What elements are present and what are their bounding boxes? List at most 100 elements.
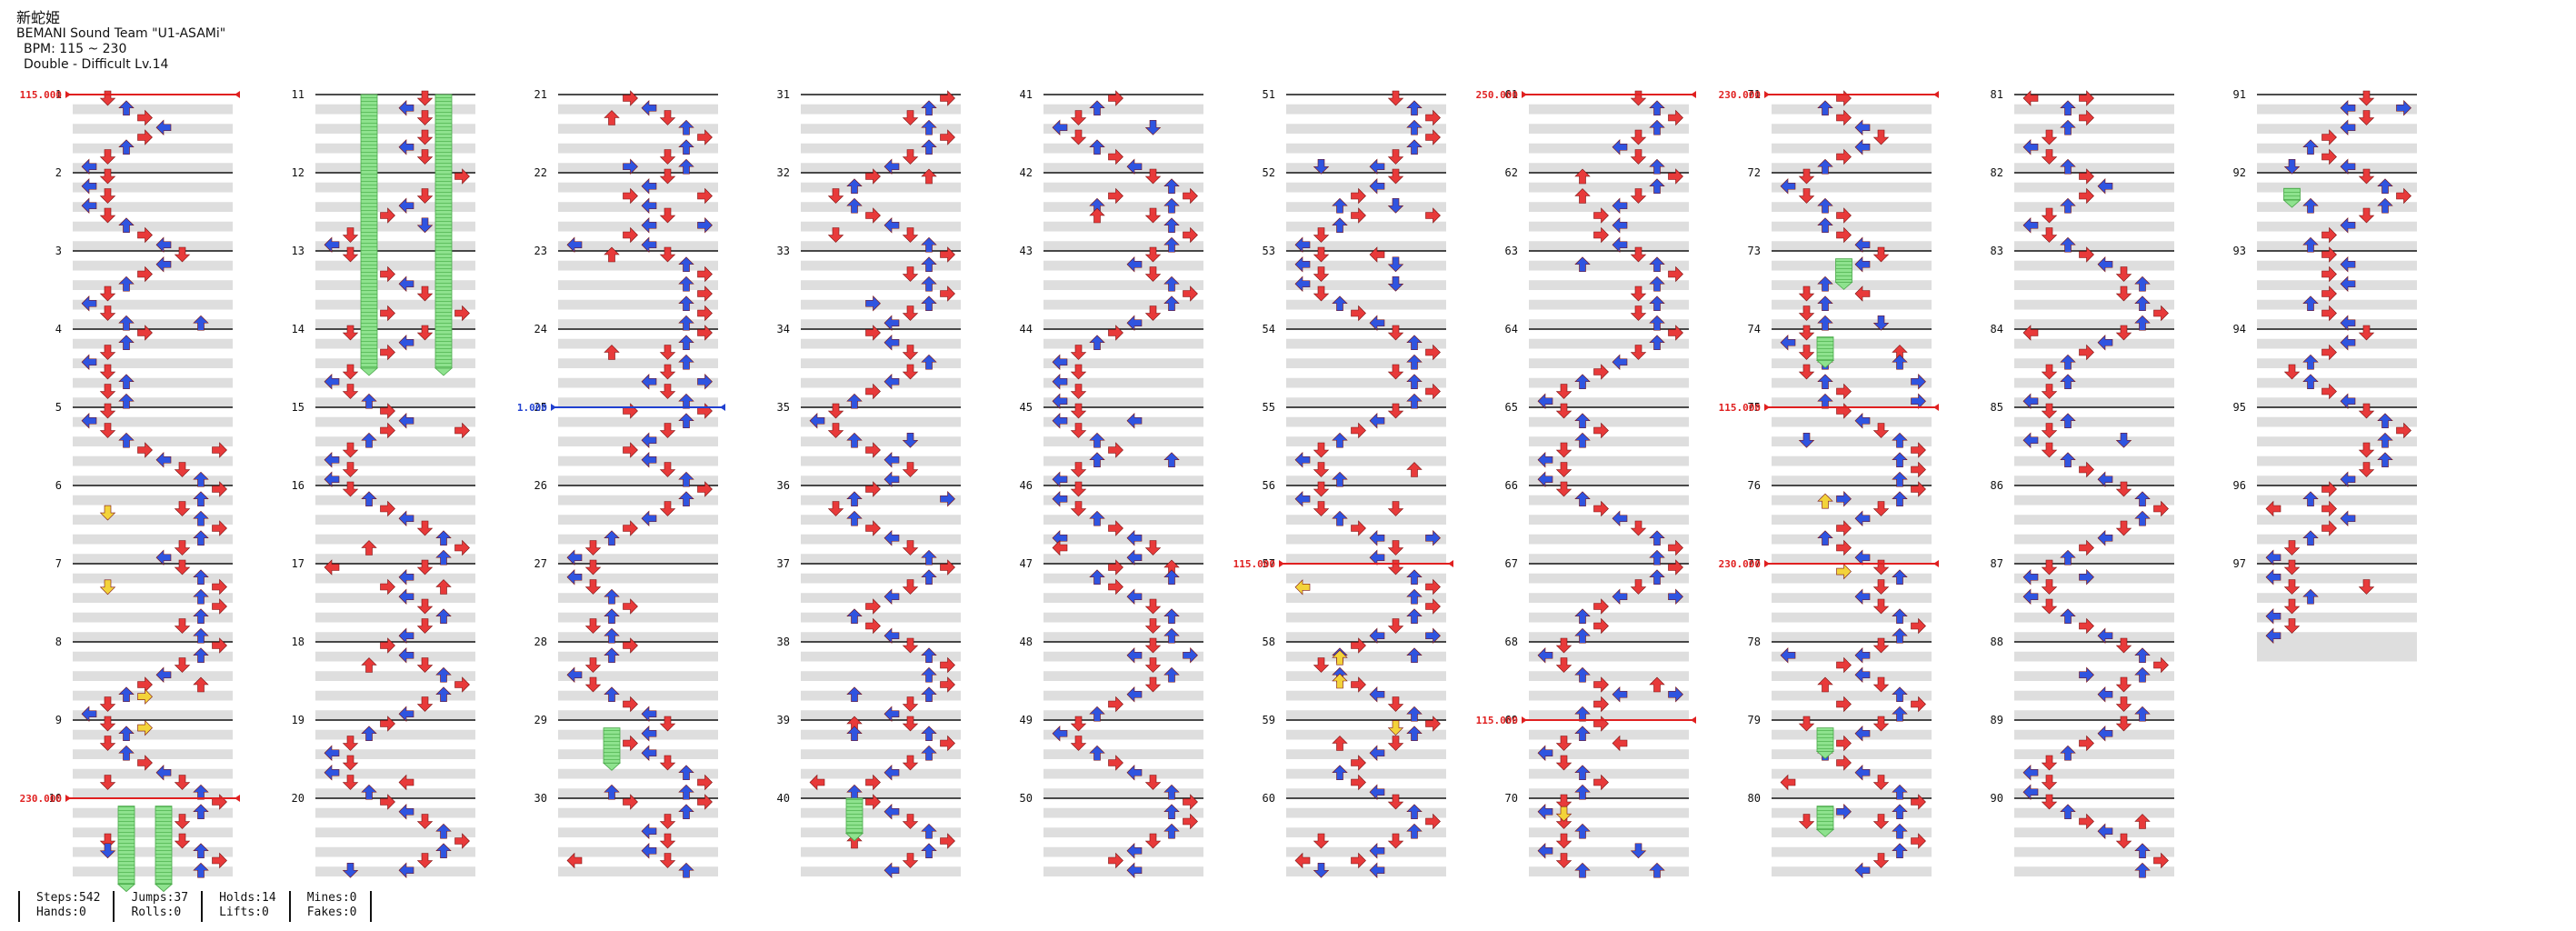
measure-number: 83	[1991, 245, 2003, 257]
step-arrow	[697, 325, 713, 341]
step-arrow	[2283, 579, 2301, 595]
step-arrow	[604, 647, 620, 664]
step-arrow	[865, 442, 881, 458]
step-arrow	[118, 745, 135, 761]
measure-38: 38	[777, 636, 961, 720]
step-arrow	[2377, 432, 2393, 448]
measure-79: 79	[1748, 714, 1932, 798]
measure-number: 5	[55, 401, 62, 414]
step-arrow	[99, 696, 116, 712]
measure-number: 54	[1263, 323, 1275, 335]
measure-number: 95	[2233, 401, 2246, 414]
step-arrow	[2358, 325, 2375, 341]
step-arrow	[2060, 100, 2076, 116]
step-arrow	[1108, 325, 1123, 341]
step-arrow	[1406, 462, 1423, 477]
step-arrow	[2022, 325, 2039, 341]
step-arrow	[2041, 755, 2058, 771]
step-arrow	[155, 549, 172, 566]
step-arrow	[1630, 285, 1647, 302]
stats-col-3: Holds:14 Lifts:0	[201, 891, 285, 922]
step-arrow	[1052, 471, 1068, 487]
step-arrow	[193, 315, 209, 331]
step-arrow	[604, 608, 620, 625]
step-arrow	[1854, 666, 1871, 683]
step-arrow	[1351, 422, 1366, 439]
step-arrow	[193, 804, 209, 820]
measure-number: 33	[777, 245, 790, 257]
step-arrow	[2079, 168, 2094, 185]
measure-59: 59	[1263, 714, 1446, 798]
step-arrow	[2041, 598, 2058, 615]
step-arrow	[137, 688, 153, 705]
step-arrow	[1574, 188, 1591, 204]
measure-91: 91	[2233, 88, 2417, 173]
step-arrow	[2358, 462, 2375, 477]
step-arrow	[361, 491, 377, 507]
measure-33: 33	[777, 245, 961, 329]
step-arrow	[2377, 178, 2393, 195]
step-arrow	[1126, 413, 1143, 429]
step-arrow	[678, 295, 694, 312]
measure-37: 37	[777, 557, 961, 642]
step-arrow	[678, 491, 694, 507]
step-arrow	[1612, 354, 1628, 370]
measure-31: 31	[777, 88, 961, 173]
step-arrow	[584, 559, 602, 576]
step-arrow	[2079, 666, 2094, 683]
step-arrow	[137, 265, 153, 283]
step-arrow	[2022, 139, 2039, 155]
step-arrow	[1425, 530, 1441, 546]
step-arrow	[1817, 530, 1833, 546]
measure-number: 37	[777, 557, 790, 570]
step-arrow	[884, 217, 900, 234]
step-arrow	[361, 540, 377, 556]
step-arrow	[1836, 207, 1852, 224]
step-arrow	[566, 666, 583, 683]
step-arrow	[1593, 617, 1609, 635]
step-arrow	[940, 129, 955, 145]
step-arrow	[623, 598, 638, 615]
step-arrow	[1332, 295, 1348, 312]
step-arrow	[324, 452, 340, 468]
measure-number: 56	[1263, 479, 1275, 492]
step-arrow	[678, 393, 694, 409]
step-arrow	[193, 784, 209, 800]
step-arrow	[1649, 549, 1665, 566]
step-arrow	[193, 530, 209, 546]
step-arrow	[865, 325, 881, 341]
measure-28: 28	[534, 636, 718, 720]
step-arrow	[1593, 226, 1609, 244]
step-arrow	[1089, 335, 1105, 351]
step-arrow	[2358, 207, 2375, 224]
step-arrow	[1892, 823, 1908, 839]
step-arrow	[118, 315, 135, 331]
step-arrow	[884, 335, 900, 351]
step-arrow	[398, 413, 414, 429]
step-arrow	[921, 236, 937, 253]
measure-78: 78	[1748, 636, 1932, 720]
step-arrow	[137, 325, 153, 341]
measure-number: 46	[1020, 479, 1033, 492]
step-arrow	[1369, 627, 1385, 644]
measure-56: 56	[1263, 479, 1446, 564]
measure-number: 48	[1020, 636, 1033, 648]
step-arrow	[99, 843, 116, 859]
step-arrow	[81, 158, 97, 175]
measure-55: 55	[1263, 401, 1446, 486]
measure-16: 16	[292, 479, 475, 564]
measure-number: 6	[55, 479, 62, 492]
step-arrow	[1425, 813, 1441, 830]
step-arrow	[1630, 188, 1647, 204]
step-arrow	[1313, 462, 1330, 477]
step-arrow	[1387, 364, 1404, 380]
step-arrow	[342, 481, 359, 497]
step-arrow	[1630, 345, 1647, 360]
hold-note	[1834, 258, 1853, 290]
step-arrow	[678, 256, 694, 273]
step-arrow	[604, 345, 620, 360]
step-arrow	[1649, 256, 1665, 273]
step-arrow	[902, 305, 919, 321]
step-arrow	[1108, 148, 1123, 165]
step-arrow	[1126, 843, 1143, 859]
